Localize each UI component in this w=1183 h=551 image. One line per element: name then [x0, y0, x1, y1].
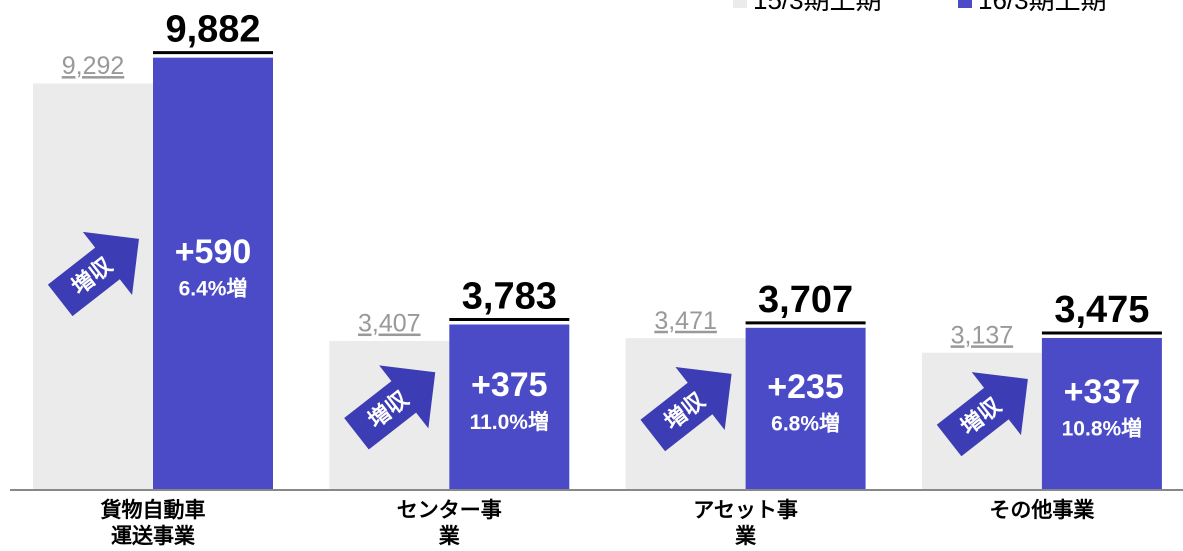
legend-swatch: [958, 0, 972, 8]
bar: [449, 324, 570, 490]
legend-swatch: [733, 0, 747, 8]
value-label: 3,137: [951, 321, 1014, 349]
diff-label: +235: [767, 368, 844, 406]
value-label: 3,407: [358, 310, 421, 338]
arrow: 増収: [936, 372, 1028, 457]
x-tick-label: その他事業: [989, 499, 1095, 522]
value-label: 9,292: [62, 52, 125, 80]
diff-label: +337: [1064, 373, 1141, 411]
arrow-shape: [344, 365, 436, 450]
rate-label: 6.8%増: [771, 411, 840, 435]
arrow-shape: [47, 231, 139, 317]
value-label: 9,882: [165, 9, 260, 51]
diff-label: +375: [471, 366, 548, 404]
diff-label: +590: [175, 233, 252, 271]
arrow-shape: [640, 367, 732, 452]
arrow-shape: [936, 372, 1028, 457]
legend-label: 16/3期上期: [978, 0, 1107, 15]
x-tick-label: アセット事業: [693, 499, 798, 548]
rate-label: 11.0%増: [470, 410, 549, 434]
value-label: 3,707: [758, 279, 853, 321]
value-label: 3,783: [462, 276, 557, 318]
x-tick-label: 貨物自動車運送事業: [100, 499, 206, 548]
rate-label: 10.8%増: [1062, 417, 1143, 441]
x-tick-label: センター事業: [396, 499, 502, 548]
legend-label: 15/3期上期: [753, 0, 882, 15]
bar: [153, 57, 273, 490]
rate-label: 6.4%増: [179, 276, 248, 300]
bar: [745, 327, 866, 490]
value-label: 3,475: [1054, 289, 1149, 331]
value-label: 3,471: [654, 307, 717, 335]
bar: [1041, 337, 1162, 490]
